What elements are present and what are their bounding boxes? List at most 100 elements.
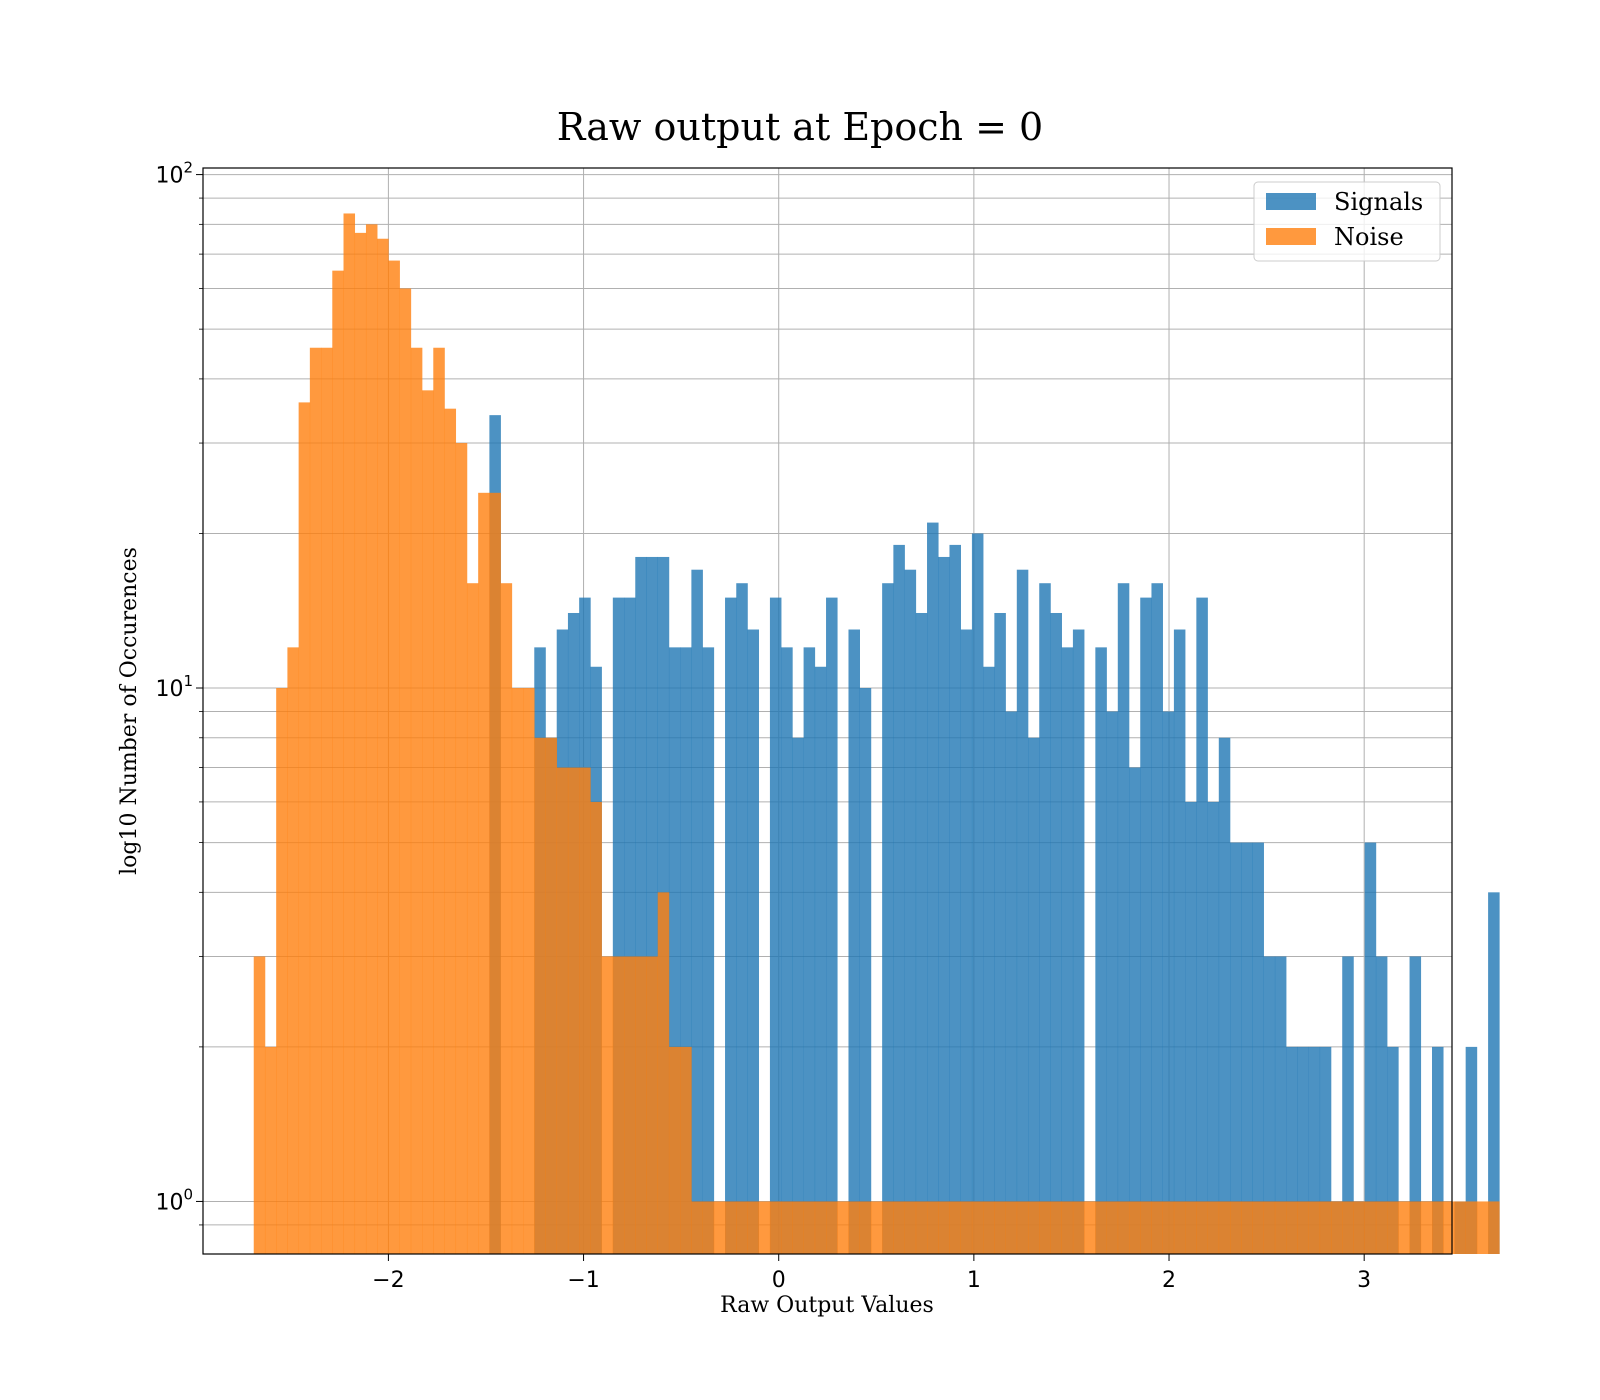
noise-bar: [1420, 1201, 1433, 1254]
chart-title: Raw output at Epoch = 0: [557, 105, 1043, 149]
noise-bar: [657, 892, 670, 1254]
noise-bar: [927, 1201, 939, 1254]
noise-bar: [478, 492, 490, 1254]
noise-bar: [601, 956, 614, 1254]
signals-bar: [1319, 1046, 1332, 1254]
noise-bar: [377, 238, 389, 1255]
signals-bar: [983, 666, 995, 1254]
signals-bar: [1129, 767, 1141, 1254]
signals-bar: [927, 522, 939, 1254]
signals-bar: [1016, 569, 1029, 1254]
signals-bar: [1106, 711, 1119, 1254]
noise-bar: [960, 1201, 973, 1254]
noise-bar: [567, 767, 580, 1254]
signals-bar: [893, 544, 905, 1254]
noise-bar: [1028, 1201, 1040, 1254]
noise-bar: [725, 1201, 737, 1254]
legend-swatch-noise: [1266, 228, 1316, 245]
signals-bar: [1140, 597, 1152, 1254]
noise-bar: [971, 1201, 984, 1254]
signals-bar: [904, 569, 917, 1254]
noise-bar: [1207, 1201, 1220, 1254]
noise-bar: [702, 1201, 715, 1254]
noise-bar: [736, 1201, 748, 1254]
noise-bar: [253, 956, 266, 1254]
x-tick-label: 3: [1357, 1268, 1371, 1293]
noise-bar: [758, 1201, 771, 1254]
noise-bar: [994, 1201, 1006, 1254]
signals-bar: [624, 597, 636, 1254]
noise-bar: [388, 260, 400, 1255]
signals-bar: [1364, 842, 1377, 1254]
legend-swatch-signals: [1266, 193, 1316, 210]
signals-bar: [1028, 737, 1040, 1254]
noise-bar: [579, 767, 591, 1254]
noise-bars: [253, 213, 1500, 1255]
noise-bar: [1476, 1201, 1489, 1254]
signals-bar: [882, 583, 894, 1254]
signals-bar: [747, 629, 760, 1254]
x-tick-label: −2: [372, 1268, 404, 1293]
signals-bar: [736, 583, 748, 1254]
signals-bar: [1375, 956, 1388, 1254]
noise-bar: [1274, 1201, 1287, 1254]
noise-bar: [1196, 1201, 1208, 1254]
noise-bar: [1465, 1201, 1478, 1254]
noise-bar: [1443, 1201, 1455, 1254]
noise-bar: [1342, 1201, 1354, 1254]
noise-bar: [1140, 1201, 1152, 1254]
signals-bar: [1342, 956, 1354, 1254]
noise-bar: [949, 1201, 961, 1254]
noise-bar: [455, 443, 468, 1254]
noise-bar: [500, 583, 513, 1254]
noise-bar: [321, 347, 333, 1254]
signals-bar: [1297, 1046, 1309, 1254]
x-tick-label: 2: [1162, 1268, 1176, 1293]
noise-bar: [826, 1201, 838, 1254]
signals-bar: [1162, 711, 1175, 1254]
noise-bar: [1072, 1201, 1085, 1254]
noise-bar: [433, 347, 445, 1254]
signals-bar: [1039, 583, 1051, 1254]
signals-bar: [635, 556, 647, 1254]
noise-bar: [422, 390, 434, 1255]
signals-bar: [848, 629, 860, 1254]
noise-bar: [1319, 1201, 1332, 1254]
plot-frame: [202, 167, 1453, 1255]
signals-bar: [960, 629, 973, 1254]
noise-bar: [814, 1201, 827, 1254]
noise-bar: [276, 688, 288, 1254]
y-tick-label: 102: [155, 159, 193, 189]
noise-bar: [1364, 1201, 1377, 1254]
noise-bar: [1308, 1201, 1321, 1254]
signals-bar: [725, 597, 737, 1254]
signals-bar: [1263, 956, 1276, 1254]
signals-bar: [668, 647, 681, 1254]
signals-bar: [949, 544, 961, 1254]
noise-bar: [781, 1201, 793, 1254]
signals-bar: [769, 597, 782, 1254]
y-axis-ticks: 100 101 102: [155, 159, 203, 1226]
signals-bar: [1117, 583, 1130, 1254]
noise-bar: [635, 956, 647, 1254]
noise-bar: [837, 1201, 849, 1254]
signals-bar: [1387, 1046, 1399, 1254]
y-tick-label: 101: [155, 672, 193, 702]
noise-bar: [893, 1201, 905, 1254]
noise-bar: [1016, 1201, 1029, 1254]
noise-bar: [489, 492, 501, 1254]
noise-bar: [1353, 1201, 1365, 1254]
signals-bar: [1252, 842, 1264, 1254]
noise-bar: [646, 956, 659, 1254]
noise-bar: [545, 737, 558, 1254]
noise-bar: [803, 1201, 816, 1254]
noise-bar: [354, 232, 367, 1254]
signals-bar: [680, 647, 692, 1254]
noise-bar: [287, 647, 299, 1254]
noise-bar: [624, 956, 636, 1254]
noise-bar: [590, 801, 602, 1254]
signals-bar: [1050, 612, 1062, 1254]
noise-bar: [264, 1046, 277, 1254]
noise-bar: [332, 270, 344, 1254]
noise-bar: [1331, 1201, 1343, 1254]
